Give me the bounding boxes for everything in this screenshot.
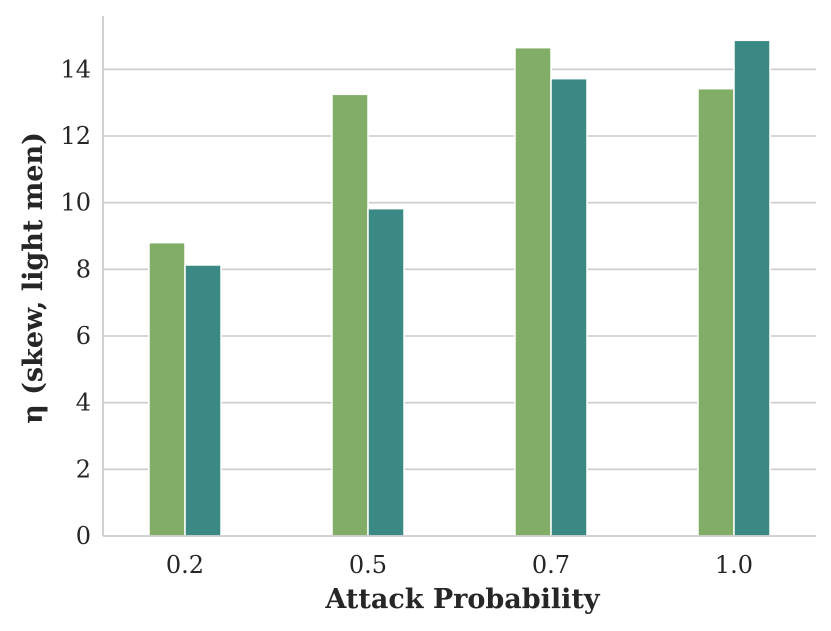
y-tick-label: 4 <box>76 389 91 417</box>
bar-series-2-0.7 <box>550 77 588 537</box>
y-axis-label: η (skew, light men) <box>18 132 49 424</box>
x-tick-labels: 0.2 0.5 0.7 1.0 <box>166 551 753 579</box>
y-tick-label: 10 <box>60 189 91 217</box>
x-tick-label: 0.2 <box>166 551 204 579</box>
bar-series-1-0.5 <box>331 93 369 537</box>
y-tick-label: 2 <box>76 455 91 483</box>
bar-series-1-0.7 <box>514 46 552 537</box>
bar-series-2-1.0 <box>733 39 771 537</box>
y-tick-labels: 0 2 4 6 8 10 12 14 <box>60 55 91 550</box>
x-axis-label: Attack Probability <box>324 584 600 615</box>
x-tick-label: 0.5 <box>349 551 387 579</box>
bar-series-1-1.0 <box>697 87 735 537</box>
y-tick-label: 14 <box>60 55 91 83</box>
y-tick-label: 6 <box>76 322 91 350</box>
x-tick-label: 1.0 <box>715 551 753 579</box>
bar-series-1-0.2 <box>148 241 186 537</box>
bar-series-2-0.2 <box>184 264 222 537</box>
y-tick-label: 8 <box>76 255 91 283</box>
axes <box>102 16 816 537</box>
y-tick-label: 12 <box>60 122 91 150</box>
grid-lines <box>103 68 816 471</box>
x-tick-label: 0.7 <box>532 551 570 579</box>
bar-series-2-0.5 <box>367 207 405 537</box>
bars <box>148 39 771 537</box>
y-tick-label: 0 <box>76 522 91 550</box>
